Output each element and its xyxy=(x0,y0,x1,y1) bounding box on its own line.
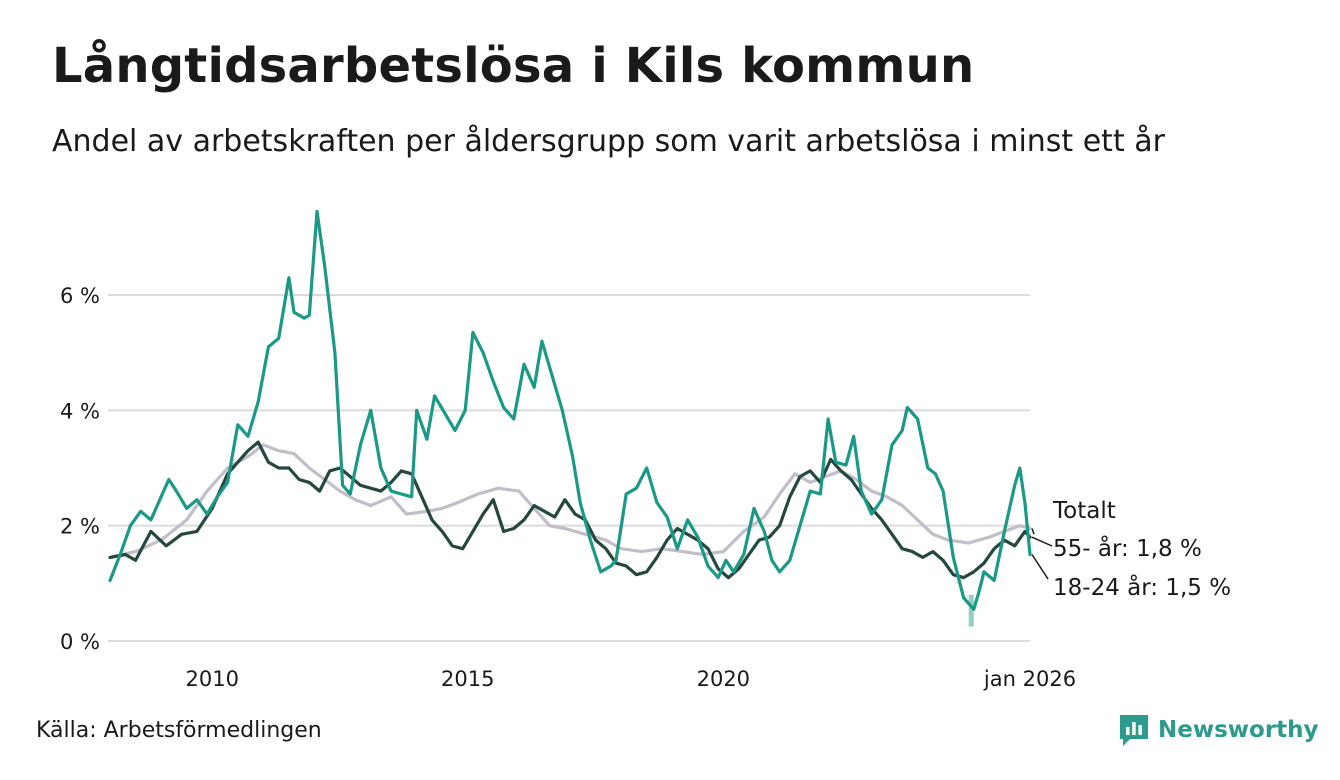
series-line-55-r xyxy=(108,440,1032,580)
line-chart: 0 % 2 % 4 % 6 % 2010 2015 2020 jan 2026 Totalt… xyxy=(60,209,1231,691)
x-tick-label: 2020 xyxy=(697,667,750,691)
series-line-totalt xyxy=(108,443,1032,559)
x-tick-label: jan 2026 xyxy=(983,667,1076,691)
x-axis-tick-labels: 2010 2015 2020 jan 2026 xyxy=(185,667,1076,691)
x-tick-label: 2015 xyxy=(441,667,494,691)
y-tick-label: 6 % xyxy=(60,284,100,308)
grid-layer xyxy=(108,294,1030,642)
y-axis-tick-labels: 0 % 2 % 4 % 6 % xyxy=(60,284,100,654)
x-tick-label: 2010 xyxy=(185,667,238,691)
chart-title: Långtidsarbetslösa i Kils kommun xyxy=(52,38,975,94)
newsworthy-icon xyxy=(1120,715,1148,746)
y-tick-label: 0 % xyxy=(60,630,100,654)
series-label-55-r: 55- år: 1,8 % xyxy=(1053,534,1202,562)
series-line-18-24-r xyxy=(108,209,1032,611)
series-label-18-24-r: 18-24 år: 1,5 % xyxy=(1053,573,1231,601)
brand-name: Newsworthy xyxy=(1158,717,1319,743)
brand-logo[interactable]: Newsworthy xyxy=(1118,712,1319,748)
y-tick-label: 2 % xyxy=(60,515,100,539)
series-label-totalt: Totalt xyxy=(1052,498,1116,524)
label-connector-totalt xyxy=(1031,528,1035,535)
y-tick-label: 4 % xyxy=(60,399,100,423)
series-layer xyxy=(108,209,1032,627)
chart-subtitle: Andel av arbetskraften per åldersgrupp s… xyxy=(52,124,1165,159)
label-connector-18-24-r xyxy=(1031,554,1049,580)
source-note: Källa: Arbetsförmedlingen xyxy=(36,718,322,743)
label-connector-55-r xyxy=(1031,536,1053,547)
series-labels: Totalt 55- år: 1,8 % 18-24 år: 1,5 % xyxy=(1031,498,1231,601)
